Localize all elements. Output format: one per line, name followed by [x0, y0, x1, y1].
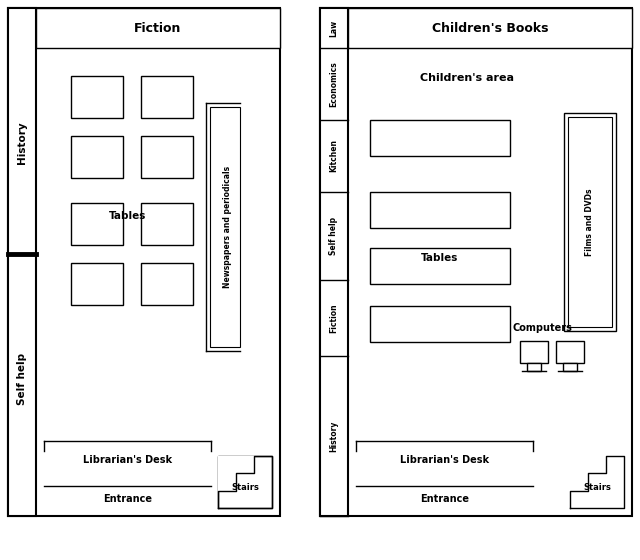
- Bar: [218, 456, 272, 508]
- Bar: [141, 263, 193, 305]
- Text: Tables: Tables: [421, 253, 459, 263]
- Text: Entrance: Entrance: [420, 494, 470, 504]
- Bar: [320, 8, 348, 516]
- Text: Fiction: Fiction: [330, 303, 339, 333]
- Bar: [71, 263, 123, 305]
- Bar: [71, 76, 123, 118]
- Text: Stairs: Stairs: [583, 483, 611, 492]
- Bar: [141, 203, 193, 245]
- Bar: [8, 8, 280, 516]
- Bar: [370, 120, 510, 156]
- Text: Fiction: Fiction: [134, 21, 182, 35]
- Bar: [370, 248, 510, 284]
- Text: Stairs: Stairs: [231, 483, 259, 492]
- Bar: [370, 306, 510, 342]
- Text: Tables: Tables: [109, 211, 147, 221]
- Bar: [348, 8, 632, 48]
- Bar: [370, 192, 510, 228]
- Text: History: History: [330, 421, 339, 452]
- Text: Law: Law: [330, 20, 339, 36]
- Bar: [563, 363, 577, 371]
- Bar: [141, 76, 193, 118]
- Text: Self help: Self help: [17, 353, 27, 405]
- Text: Children's Books: Children's Books: [432, 21, 548, 35]
- Text: Newspapers and periodicals: Newspapers and periodicals: [223, 166, 232, 288]
- Bar: [568, 117, 612, 327]
- Text: Librarian's Desk: Librarian's Desk: [401, 455, 490, 465]
- Text: Films and DVDs: Films and DVDs: [586, 188, 595, 256]
- Text: Kitchen: Kitchen: [330, 139, 339, 172]
- Bar: [141, 136, 193, 178]
- Bar: [71, 203, 123, 245]
- Bar: [8, 8, 36, 516]
- Bar: [527, 363, 541, 371]
- Text: History: History: [17, 122, 27, 164]
- Bar: [71, 136, 123, 178]
- Bar: [36, 8, 280, 48]
- Bar: [210, 107, 240, 347]
- Text: Entrance: Entrance: [104, 494, 152, 504]
- Text: Librarian's Desk: Librarian's Desk: [83, 455, 173, 465]
- Bar: [520, 341, 548, 363]
- Text: Children's area: Children's area: [420, 73, 515, 83]
- Bar: [556, 341, 584, 363]
- Bar: [320, 8, 632, 516]
- Text: Economics: Economics: [330, 61, 339, 107]
- Text: Self help: Self help: [330, 217, 339, 255]
- Bar: [218, 456, 254, 491]
- Bar: [564, 113, 616, 331]
- Text: Computers: Computers: [512, 323, 572, 333]
